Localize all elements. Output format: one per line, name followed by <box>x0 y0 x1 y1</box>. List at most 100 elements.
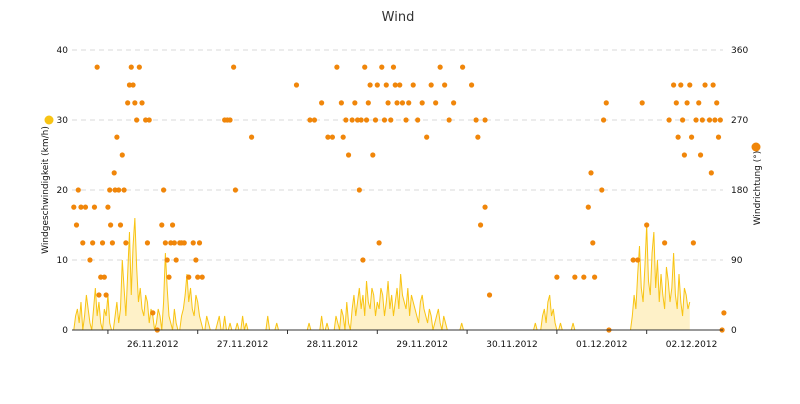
wind-direction-point <box>392 82 398 88</box>
wind-direction-point <box>684 100 690 106</box>
wind-direction-point <box>71 204 77 210</box>
chart-title: Wind <box>382 10 415 25</box>
x-tick-label: 02.12.2012 <box>666 340 718 350</box>
wind-direction-point <box>403 117 409 123</box>
wind-direction-point <box>168 240 174 246</box>
right-tick-label: 270 <box>731 116 748 126</box>
right-tick-label: 0 <box>731 326 737 336</box>
wind-direction-point <box>160 187 167 193</box>
wind-direction-point <box>688 134 695 140</box>
left-axis-legend-marker <box>44 115 54 125</box>
wind-direction-point <box>171 240 177 246</box>
wind-direction-point <box>390 64 397 70</box>
wind-direction-point <box>101 274 107 280</box>
wind-direction-point <box>367 82 373 88</box>
left-axis-label: Windgeschwindigkeit (km/h) <box>41 126 51 254</box>
wind-direction-point <box>114 134 120 140</box>
right-tick-label: 360 <box>731 46 748 56</box>
wind-direction-point <box>325 134 331 140</box>
wind-direction-point <box>334 64 340 70</box>
left-tick-label: 20 <box>57 186 69 196</box>
wind-direction-point <box>181 240 187 246</box>
wind-direction-point <box>130 82 136 88</box>
wind-direction-point <box>248 134 255 140</box>
wind-direction-point <box>706 117 713 123</box>
wind-direction-point <box>150 310 156 316</box>
wind-direction-point <box>144 240 151 246</box>
wind-direction-point <box>173 257 179 263</box>
wind-direction-point <box>352 100 358 106</box>
wind-direction-points <box>71 64 727 333</box>
wind-direction-point <box>199 274 205 280</box>
wind-direction-point <box>96 292 102 298</box>
wind-direction-point <box>362 64 368 70</box>
wind-direction-point <box>107 187 113 193</box>
wind-direction-point <box>708 170 714 176</box>
wind-direction-point <box>603 100 609 106</box>
wind-direction-point <box>699 117 705 123</box>
wind-direction-point <box>446 117 452 123</box>
left-tick-label: 10 <box>57 256 69 266</box>
wind-direction-point <box>164 257 170 263</box>
wind-direction-point <box>697 152 704 158</box>
wind-direction-point <box>128 64 134 70</box>
wind-direction-point <box>696 100 702 106</box>
wind-direction-point <box>473 117 479 123</box>
wind-direction-point <box>399 100 406 106</box>
grid-lines <box>72 49 723 261</box>
wind-direction-point <box>82 204 89 210</box>
wind-direction-point <box>75 187 81 193</box>
wind-direction-point <box>690 240 696 246</box>
right-tick-label: 90 <box>731 256 743 266</box>
x-tick-label: 30.11.2012 <box>486 340 538 350</box>
wind-direction-point <box>123 240 129 246</box>
wind-direction-point <box>365 100 371 106</box>
wind-speed-area <box>73 217 691 331</box>
wind-direction-point <box>136 64 142 70</box>
wind-direction-point <box>139 100 145 106</box>
wind-direction-point <box>662 240 668 246</box>
wind-direction-point <box>388 117 394 123</box>
right-axis-label: Windrichtung (°) <box>753 151 763 226</box>
wind-direction-point <box>419 100 425 106</box>
wind-direction-point <box>227 117 233 123</box>
wind-direction-point <box>143 117 149 123</box>
wind-direction-point <box>78 204 84 210</box>
wind-direction-point <box>475 134 481 140</box>
wind-direction-point <box>73 222 80 228</box>
wind-direction-point <box>585 204 591 210</box>
wind-direction-point <box>379 64 385 70</box>
wind-direction-point <box>109 240 116 246</box>
wind-direction-point <box>91 204 98 210</box>
wind-direction-point <box>134 117 140 123</box>
wind-direction-point <box>702 82 708 88</box>
wind-direction-point <box>721 310 727 316</box>
wind-direction-point <box>126 82 133 88</box>
left-tick-label: 30 <box>57 116 69 126</box>
wind-direction-point <box>468 82 475 88</box>
wind-direction-point <box>293 82 300 88</box>
wind-direction-point <box>87 257 93 263</box>
wind-direction-point <box>639 100 645 106</box>
wind-direction-point <box>186 274 192 280</box>
wind-direction-point <box>486 292 493 298</box>
right-axis-legend-marker <box>751 142 761 152</box>
wind-direction-point <box>451 100 457 106</box>
wind-direction-point <box>329 134 335 140</box>
wind-direction-point <box>363 117 370 123</box>
wind-direction-point <box>433 100 439 106</box>
wind-direction-point <box>410 82 416 88</box>
wind-direction-point <box>80 240 86 246</box>
right-tick-label: 180 <box>731 186 748 196</box>
wind-direction-point <box>442 82 448 88</box>
wind-direction-point <box>311 117 318 123</box>
wind-direction-point <box>678 82 684 88</box>
wind-direction-point <box>343 117 349 123</box>
wind-direction-point <box>482 204 488 210</box>
wind-direction-point <box>108 222 114 228</box>
wind-direction-point <box>169 222 176 228</box>
wind-direction-point <box>196 240 203 246</box>
wind-direction-point <box>345 152 352 158</box>
